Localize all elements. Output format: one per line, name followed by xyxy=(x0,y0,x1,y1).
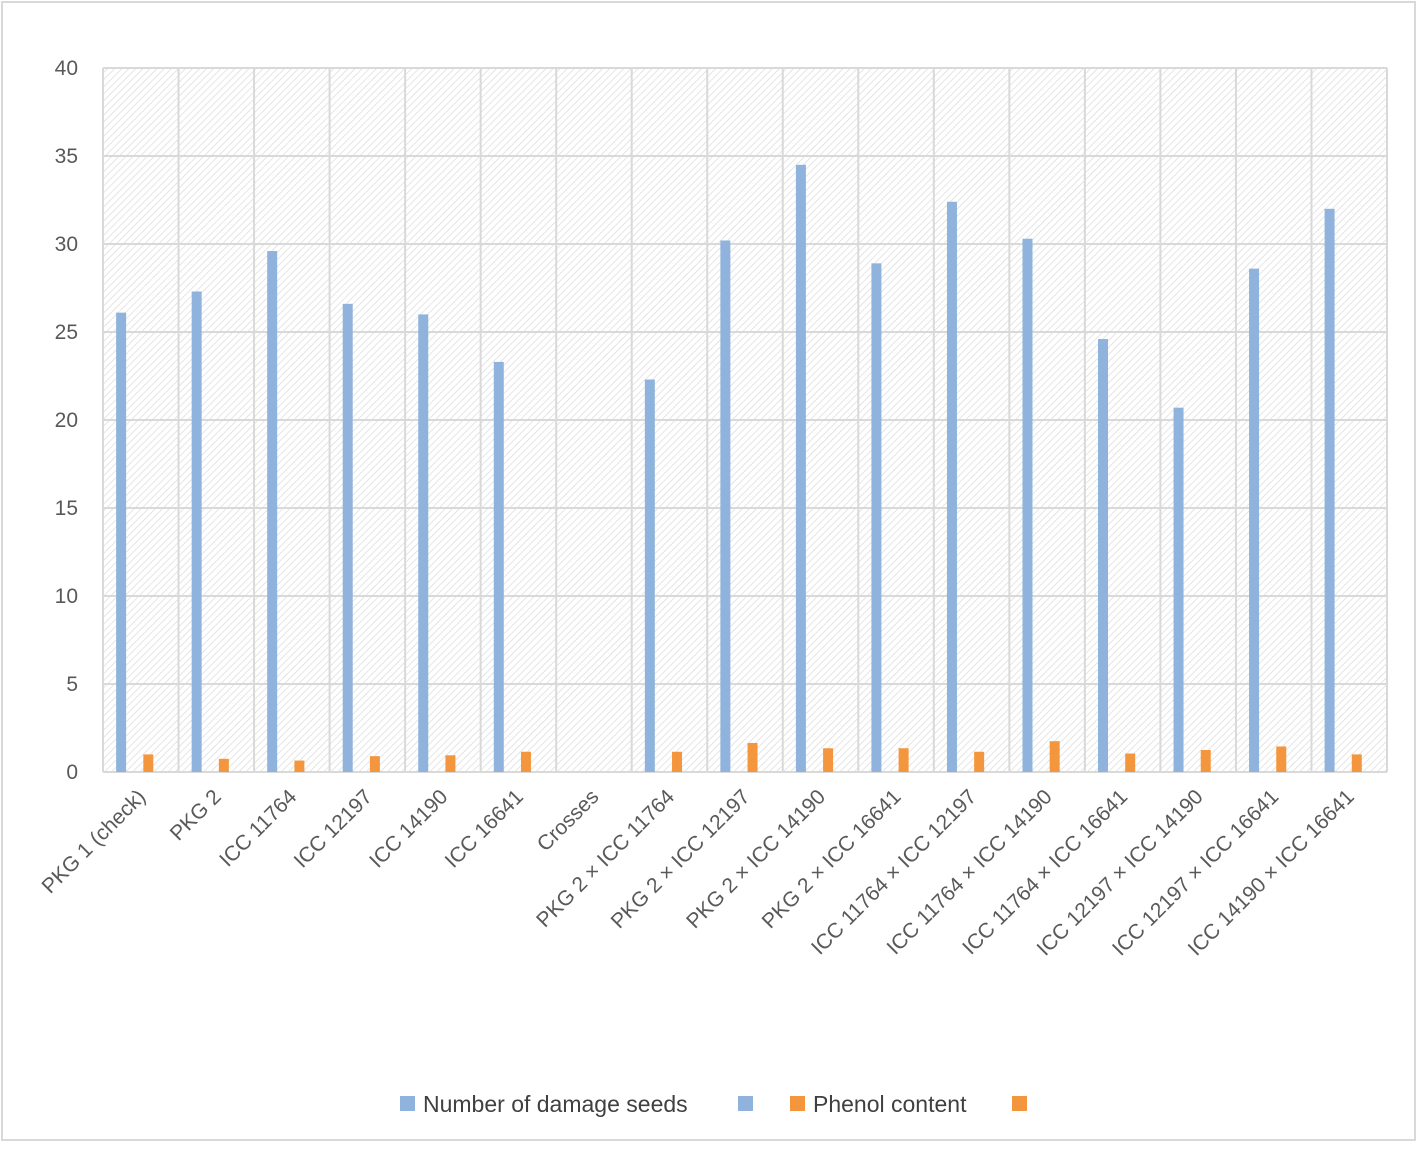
bar-phenol-content xyxy=(1125,753,1136,772)
bar-damage-seeds xyxy=(342,303,353,772)
bar-damage-seeds xyxy=(493,361,504,772)
y-tick-label: 10 xyxy=(55,585,78,608)
x-category-label: ICC 16641 xyxy=(441,785,528,872)
bar-phenol-content xyxy=(747,742,758,772)
bar-phenol-content xyxy=(369,756,380,772)
bar-phenol-content xyxy=(143,754,154,772)
bar-damage-seeds xyxy=(795,164,806,773)
legend-label-series2: Phenol content xyxy=(813,1091,967,1117)
bar-damage-seeds xyxy=(1324,208,1335,773)
x-category-label: PKG 2 × ICC 11764 xyxy=(532,785,679,932)
bar-phenol-content xyxy=(1276,746,1287,772)
bar-phenol-content xyxy=(823,748,834,772)
bar-damage-seeds xyxy=(116,312,127,772)
legend-swatch-series2 xyxy=(790,1096,805,1111)
legend-swatch-series1 xyxy=(400,1096,415,1111)
bar-damage-seeds xyxy=(1022,238,1033,773)
bar-phenol-content xyxy=(520,751,531,772)
bar-phenol-content xyxy=(974,751,985,772)
bar-damage-seeds xyxy=(1249,268,1260,772)
x-category-label: ICC 12197 xyxy=(290,785,377,872)
y-tick-label: 35 xyxy=(55,145,78,168)
bar-phenol-content xyxy=(1351,754,1362,772)
bar-damage-seeds xyxy=(418,314,429,772)
legend-swatch-series1-alt xyxy=(738,1096,753,1111)
bar-phenol-content xyxy=(218,758,229,772)
bar-damage-seeds xyxy=(1098,339,1109,772)
x-category-label: PKG 2 × ICC 12197 xyxy=(607,785,755,933)
y-tick-label: 15 xyxy=(55,497,78,520)
bar-damage-seeds xyxy=(871,263,882,772)
y-tick-label: 20 xyxy=(55,409,78,432)
bar-damage-seeds xyxy=(267,251,278,773)
x-category-label: ICC 11764 xyxy=(215,785,301,871)
x-category-label: PKG 2 × ICC 16641 xyxy=(758,785,906,933)
legend-swatch-series2-alt xyxy=(1012,1096,1027,1111)
bar-damage-seeds xyxy=(644,379,655,772)
x-category-label: ICC 14190 xyxy=(365,785,452,872)
y-axis-ticks: 0 5 10 15 20 25 30 35 40 xyxy=(55,57,78,784)
x-category-label: PKG 1 (check) xyxy=(37,785,150,898)
series-phenol-content-bars xyxy=(143,741,1362,772)
bar-damage-seeds xyxy=(946,201,957,772)
y-tick-label: 40 xyxy=(55,57,78,80)
x-category-label: PKG 2 × ICC 14190 xyxy=(682,785,830,933)
y-tick-label: 25 xyxy=(55,321,78,344)
bar-phenol-content xyxy=(1049,741,1060,772)
legend: Number of damage seeds Phenol content xyxy=(400,1091,1027,1117)
legend-label-series1: Number of damage seeds xyxy=(423,1091,688,1117)
bar-phenol-content xyxy=(898,748,909,772)
y-tick-label: 0 xyxy=(66,761,78,784)
bar-phenol-content xyxy=(672,751,683,772)
bar-damage-seeds xyxy=(1173,407,1184,772)
bar-phenol-content xyxy=(445,755,456,772)
bar-phenol-content xyxy=(294,760,305,772)
bar-damage-seeds xyxy=(720,240,731,773)
series-damage-seeds-bars xyxy=(116,164,1335,773)
y-tick-label: 5 xyxy=(66,673,78,696)
x-category-label: Crosses xyxy=(533,785,604,856)
x-category-label: PKG 2 xyxy=(166,785,226,845)
grid-lines xyxy=(102,67,1388,773)
bar-phenol-content xyxy=(1200,750,1211,772)
bar-damage-seeds xyxy=(191,291,202,772)
y-tick-label: 30 xyxy=(55,233,78,256)
